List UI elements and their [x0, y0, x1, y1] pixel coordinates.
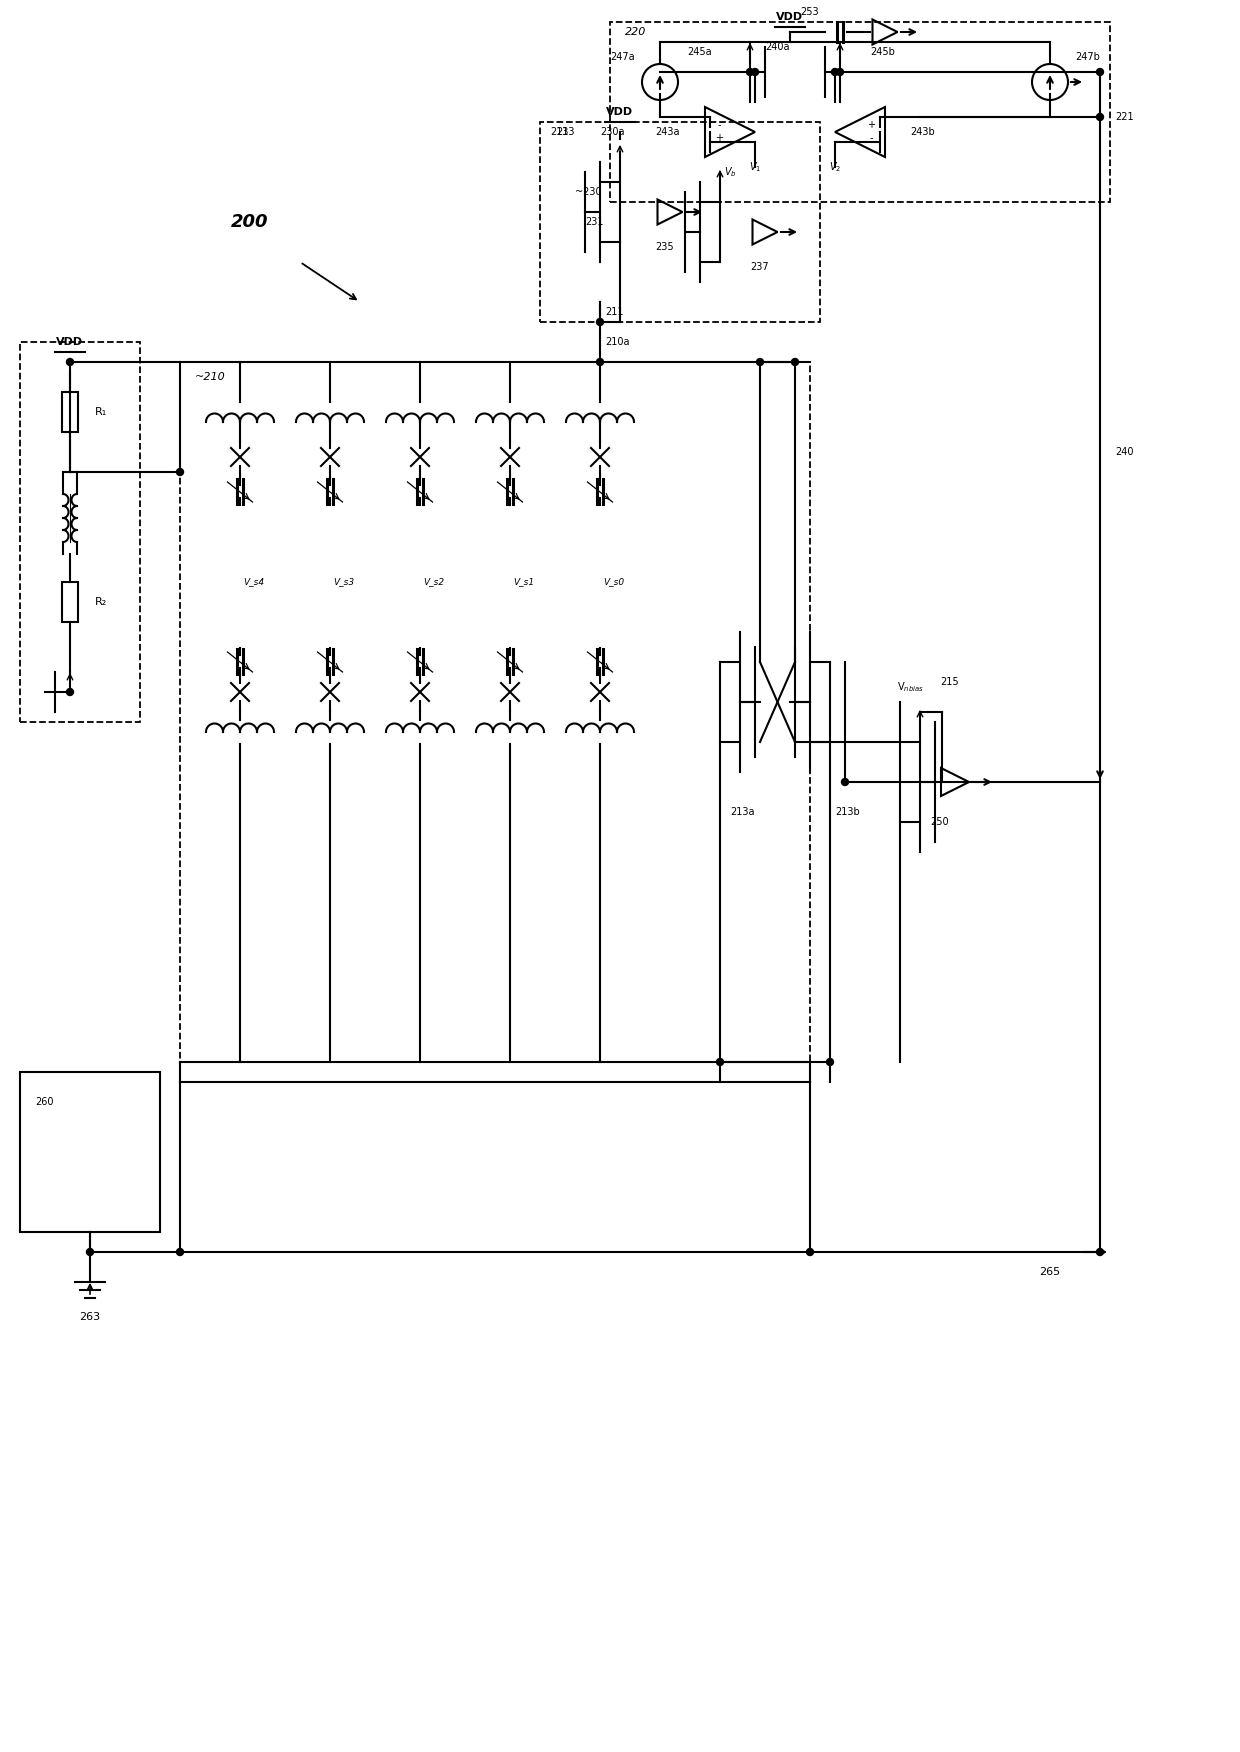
Bar: [62, 392, 78, 433]
Text: 211: 211: [551, 126, 568, 137]
Circle shape: [746, 68, 754, 75]
Text: 265: 265: [1039, 1267, 1060, 1277]
Text: 235: 235: [656, 242, 675, 252]
Text: ~230: ~230: [575, 187, 601, 196]
Text: VDD: VDD: [57, 336, 83, 347]
Circle shape: [751, 68, 759, 75]
Text: VDD: VDD: [606, 107, 634, 117]
Text: 237: 237: [750, 263, 769, 272]
Text: 230a: 230a: [600, 126, 625, 137]
Circle shape: [1096, 1249, 1104, 1256]
Text: 260: 260: [35, 1097, 53, 1107]
Text: V_s1: V_s1: [513, 578, 534, 587]
Bar: [20, 1072, 160, 1232]
Circle shape: [827, 1058, 833, 1065]
Bar: [20, 342, 140, 722]
Text: V_s4: V_s4: [243, 578, 264, 587]
Text: V$_1$: V$_1$: [749, 159, 761, 173]
Text: +: +: [867, 121, 875, 130]
Circle shape: [832, 68, 838, 75]
Text: 247b: 247b: [1075, 53, 1100, 61]
Text: VDD: VDD: [776, 12, 804, 23]
Text: 243a: 243a: [656, 126, 680, 137]
Circle shape: [1096, 114, 1104, 121]
Text: 220: 220: [625, 26, 646, 37]
Text: 221: 221: [1115, 112, 1133, 123]
Bar: [180, 363, 810, 1083]
Text: 247a: 247a: [610, 53, 635, 61]
Circle shape: [1096, 68, 1104, 75]
Bar: [62, 582, 78, 622]
Text: V$_{nbias}$: V$_{nbias}$: [897, 680, 924, 694]
Text: V_s0: V_s0: [603, 578, 624, 587]
Circle shape: [87, 1249, 93, 1256]
Circle shape: [67, 689, 73, 696]
Text: 240a: 240a: [765, 42, 790, 53]
Text: 210a: 210a: [605, 336, 630, 347]
Bar: [610, 23, 1110, 201]
Circle shape: [791, 359, 799, 366]
Circle shape: [837, 68, 843, 75]
Text: 245a: 245a: [688, 47, 712, 58]
Text: 243b: 243b: [910, 126, 935, 137]
Circle shape: [756, 359, 764, 366]
Text: R₂: R₂: [95, 597, 107, 606]
Text: -: -: [869, 133, 873, 144]
Text: 240: 240: [1115, 447, 1133, 457]
Circle shape: [176, 1249, 184, 1256]
Text: V$_b$: V$_b$: [724, 165, 737, 179]
Text: R₁: R₁: [95, 406, 107, 417]
Text: V_s3: V_s3: [334, 578, 355, 587]
Text: 250: 250: [931, 816, 950, 827]
Text: 213a: 213a: [730, 808, 754, 816]
Circle shape: [806, 1249, 813, 1256]
Text: V$_2$: V$_2$: [828, 159, 841, 173]
Text: V_s2: V_s2: [423, 578, 444, 587]
Text: -: -: [717, 121, 720, 130]
Text: 253: 253: [801, 7, 820, 18]
Text: 211: 211: [605, 307, 624, 317]
Text: 231: 231: [585, 217, 604, 228]
Circle shape: [176, 468, 184, 475]
Text: 263: 263: [79, 1312, 100, 1323]
Circle shape: [842, 778, 848, 785]
Circle shape: [717, 1058, 723, 1065]
Circle shape: [596, 319, 604, 326]
Circle shape: [596, 359, 604, 366]
Text: 233: 233: [557, 126, 575, 137]
Text: ~210: ~210: [195, 371, 226, 382]
Text: 200: 200: [231, 214, 269, 231]
Text: 215: 215: [941, 676, 960, 687]
Text: 213b: 213b: [835, 808, 859, 816]
Bar: [539, 123, 820, 322]
Text: 245b: 245b: [870, 47, 895, 58]
Text: +: +: [715, 133, 723, 144]
Circle shape: [67, 359, 73, 366]
